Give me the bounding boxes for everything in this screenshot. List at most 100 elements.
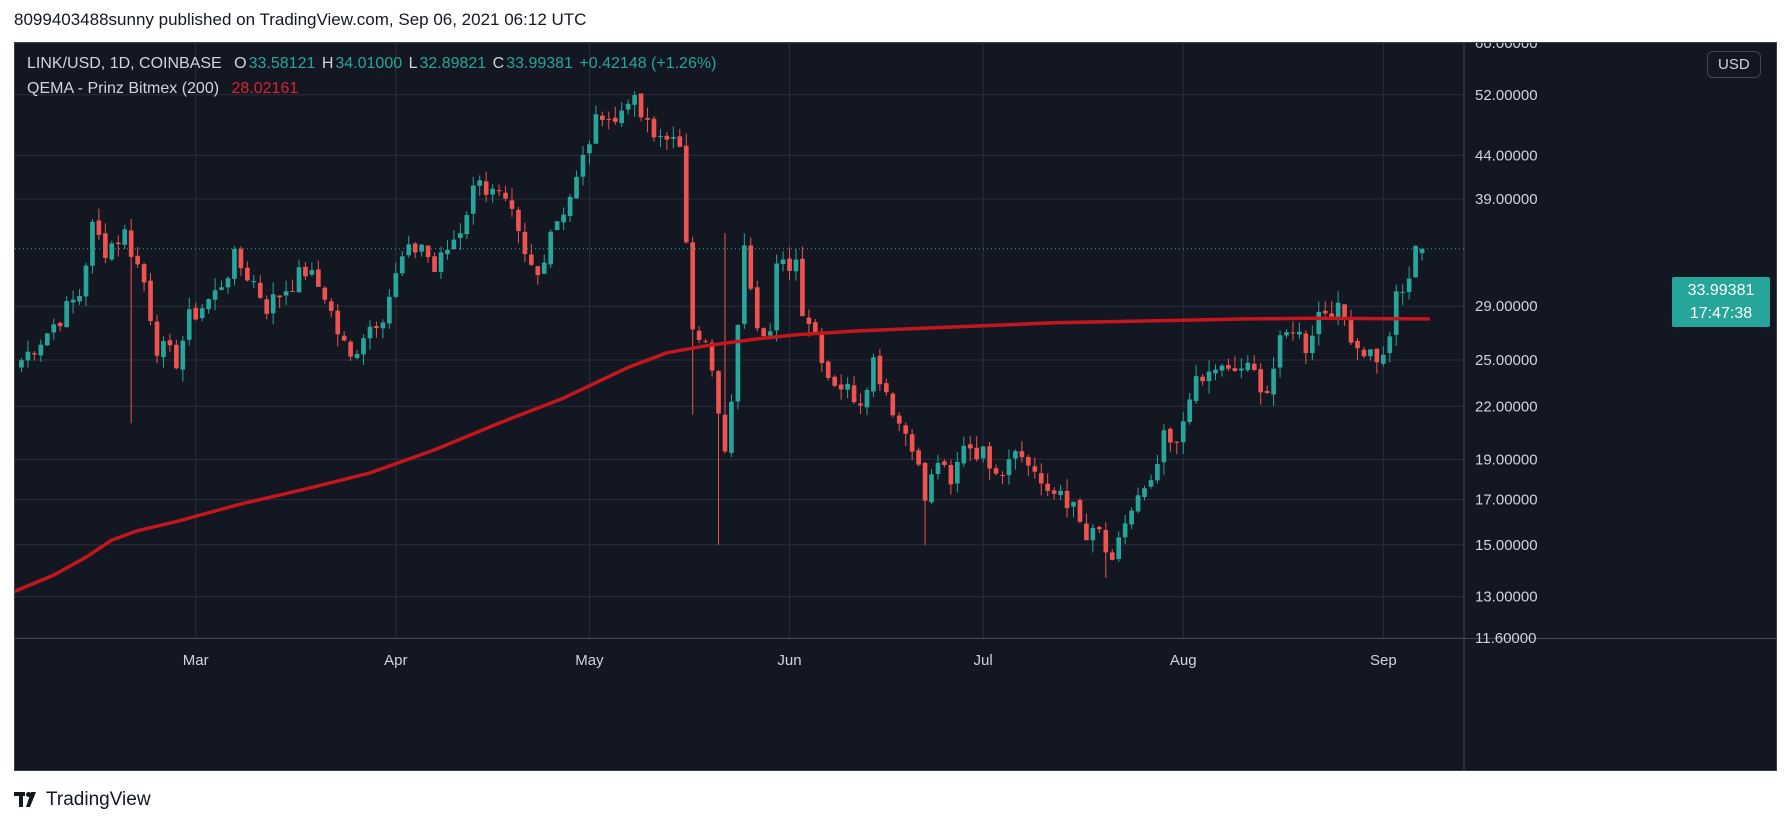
chart-panel[interactable]: 60.00000 52.00000 44.00000 39.00000 29.00000… <box>14 42 1777 771</box>
candle-down <box>1251 363 1257 370</box>
price-axis-label: 17.00000 <box>1475 492 1538 509</box>
candle-up <box>1090 527 1096 541</box>
time-axis-label: May <box>575 652 604 669</box>
candle-up <box>935 462 941 475</box>
candle-up <box>1206 371 1212 382</box>
candle-down <box>974 447 980 460</box>
candle-down <box>709 342 715 371</box>
price-axis-label: 25.00000 <box>1475 352 1538 369</box>
candle-up <box>1180 421 1186 443</box>
candle-up <box>470 185 476 214</box>
candle-down <box>903 425 909 434</box>
candle-down <box>483 181 489 195</box>
candle-down <box>1348 317 1354 343</box>
candle-down <box>141 264 147 283</box>
candle-down <box>1342 304 1347 319</box>
candle-down <box>1200 376 1205 382</box>
candle-down <box>787 258 792 271</box>
indicator-row: QEMA - Prinz Bitmex (200) 28.02161 <box>27 76 718 101</box>
candle-down <box>825 361 831 378</box>
currency-button[interactable]: USD <box>1707 51 1761 78</box>
candle-down <box>245 267 250 281</box>
candle-up <box>438 252 444 272</box>
candle-down <box>890 393 896 416</box>
candle-up <box>1013 451 1018 459</box>
candle-down <box>800 258 805 317</box>
candle-up <box>51 324 57 333</box>
candle-down <box>600 115 605 120</box>
candle-down <box>290 290 295 292</box>
candle-down <box>115 242 121 245</box>
candle-up <box>632 95 637 105</box>
candle-up <box>1284 332 1289 336</box>
candle-up <box>232 249 237 279</box>
candle-up <box>19 360 24 368</box>
symbol-label[interactable]: LINK/USD, 1D, COINBASE <box>27 55 222 72</box>
candle-up <box>1129 510 1134 525</box>
candle-down <box>509 200 515 209</box>
candle-up <box>619 110 625 124</box>
candle-down <box>1077 500 1083 522</box>
candlestick-chart[interactable]: 60.00000 52.00000 44.00000 39.00000 29.00000… <box>15 43 1777 771</box>
candle-up <box>399 256 405 274</box>
candle-down <box>819 331 825 364</box>
indicator-name[interactable]: QEMA - Prinz Bitmex (200) <box>27 80 220 97</box>
candle-down <box>135 255 140 265</box>
tradingview-logo[interactable]: TradingView <box>14 789 151 811</box>
candle-up <box>477 180 483 186</box>
price-axis-label: 19.00000 <box>1475 451 1538 468</box>
candle-up <box>780 259 786 265</box>
low-value: 32.89821 <box>419 55 487 72</box>
candle-up <box>1380 354 1386 364</box>
candle-down <box>916 450 921 465</box>
candle-up <box>625 103 631 110</box>
candle-down <box>858 403 863 406</box>
candle-down <box>1226 365 1231 369</box>
candle-up <box>961 445 967 464</box>
candle-up <box>387 296 392 324</box>
candle-down <box>838 384 844 390</box>
candle-down <box>683 145 689 243</box>
candle-down <box>909 434 915 452</box>
candle-down <box>238 248 244 269</box>
candle-down <box>922 462 928 501</box>
candle-up <box>70 299 76 303</box>
candle-up <box>296 267 302 293</box>
candle-up <box>38 344 44 356</box>
candle-down <box>1064 490 1070 509</box>
candle-up <box>1161 430 1167 463</box>
open-value: 33.58121 <box>248 55 316 72</box>
candle-down <box>1000 474 1005 476</box>
candle-up <box>490 188 495 195</box>
candle-down <box>425 245 431 258</box>
candle-down <box>432 256 437 272</box>
candle-down <box>1355 340 1360 349</box>
candle-up <box>1142 488 1147 497</box>
candle-up <box>1309 335 1315 354</box>
candle-down <box>374 326 379 329</box>
candle-up <box>251 281 257 283</box>
candle-down <box>496 190 502 192</box>
candle-up <box>90 221 95 266</box>
candle-up <box>1071 501 1076 507</box>
candle-down <box>1038 473 1044 484</box>
candle-down <box>948 464 954 485</box>
time-axis-label: Sep <box>1370 652 1397 669</box>
candle-down <box>754 287 760 329</box>
brand-name: TradingView <box>46 789 151 810</box>
candle-up <box>219 287 224 290</box>
candle-up <box>587 144 592 154</box>
candle-down <box>103 233 108 258</box>
candle-up <box>380 322 386 329</box>
candle-up <box>309 270 315 275</box>
candle-up <box>845 383 850 390</box>
candle-down <box>1026 456 1031 466</box>
candle-up <box>64 301 69 328</box>
candle-down <box>703 340 708 342</box>
candle-down <box>1264 390 1270 394</box>
candle-up <box>1058 490 1063 495</box>
price-axis-label: 44.00000 <box>1475 147 1538 164</box>
candle-up <box>1122 523 1128 538</box>
ohlc-row: LINK/USD, 1D, COINBASE O 33.58121 H 34.010… <box>27 51 718 76</box>
candle-down <box>748 245 754 289</box>
